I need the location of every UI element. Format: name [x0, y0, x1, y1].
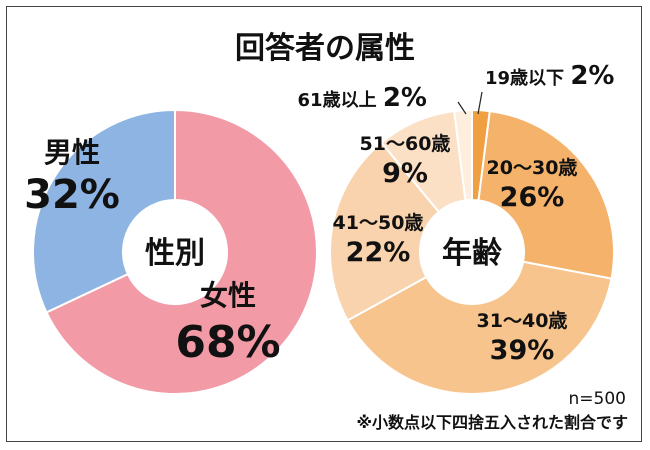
age-label-20-30-name: 20～30歳	[487, 157, 578, 179]
age-label-31-40-value: 39%	[490, 335, 555, 366]
age-label-41-50-value: 22%	[346, 237, 411, 268]
gender-label-male-value: 32%	[24, 172, 120, 218]
sample-size-note: n=500	[569, 389, 626, 409]
age-label-over-61: 61歳以上 2%	[298, 83, 427, 113]
age-center-label: 年齢	[442, 236, 502, 271]
gender-pie: 性別	[32, 108, 318, 395]
age-label-31-40-name: 31～40歳	[477, 310, 568, 332]
gender-label-male-name: 男性	[44, 136, 100, 169]
leader-under-19	[477, 91, 483, 115]
age-pie: 年齢	[329, 108, 615, 395]
age-label-20-30-value: 26%	[500, 182, 565, 213]
gender-label-female-name: 女性	[200, 279, 256, 312]
gender-hole	[123, 200, 227, 304]
leader-over-61	[457, 101, 467, 115]
age-label-41-50-name: 41～50歳	[333, 212, 424, 234]
gender-label-female-value: 68%	[175, 317, 280, 368]
age-label-under-19: 19歳以下 2%	[485, 61, 614, 91]
age-hole	[420, 200, 524, 304]
chart-title: 回答者の属性	[235, 31, 415, 66]
age-label-51-60-value: 9%	[382, 158, 428, 189]
age-label-51-60-name: 51～60歳	[360, 133, 451, 155]
gender-center-label: 性別	[145, 236, 205, 271]
rounding-note: ※小数点以下四捨五入された割合です	[356, 413, 628, 432]
